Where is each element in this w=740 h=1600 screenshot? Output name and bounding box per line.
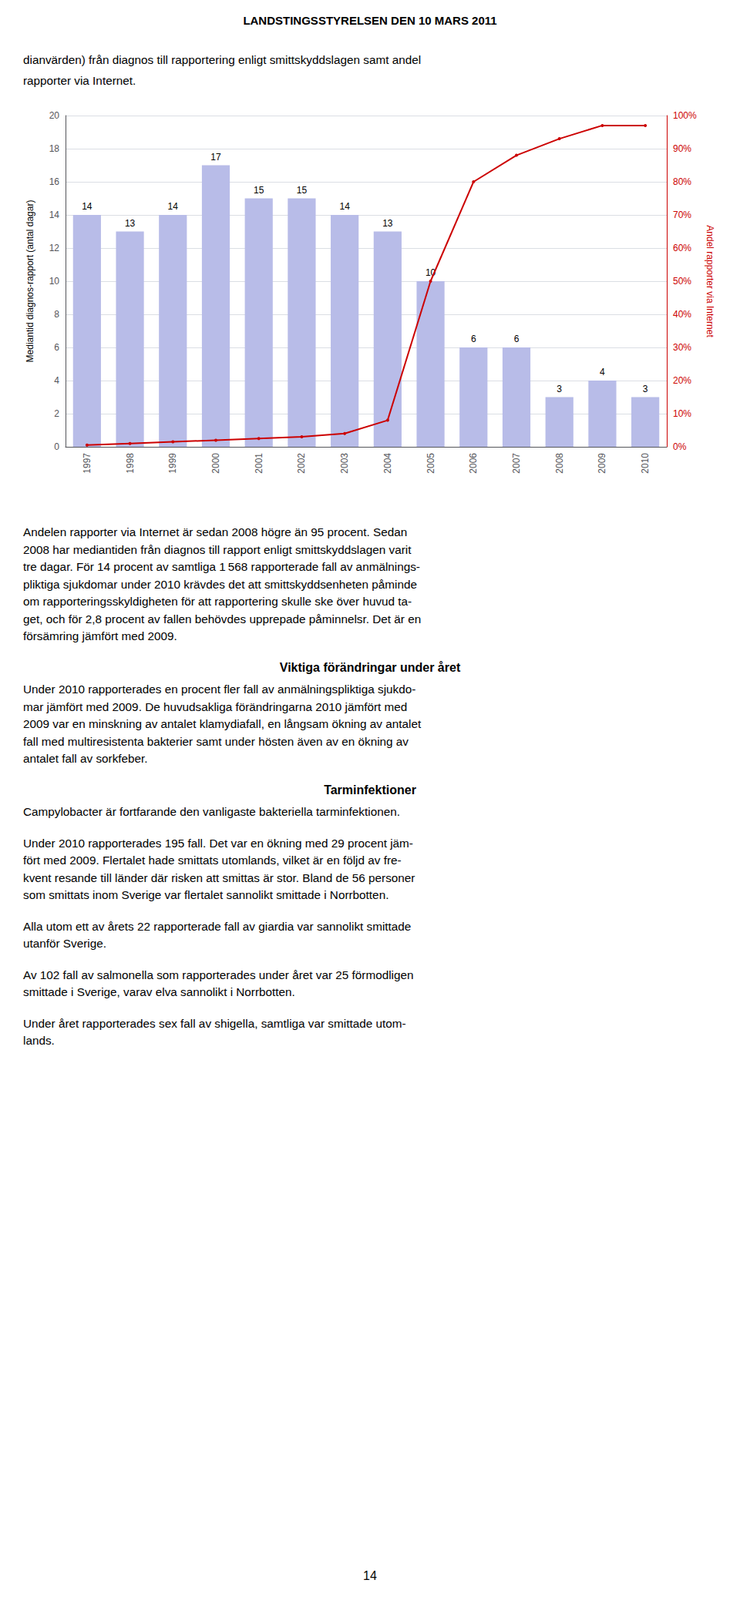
html-text:Under 2010 rapporterades 195 f: Under 2010 rapporterades 195 fall. Det v…: [23, 836, 416, 902]
svg-text:80%: 80%: [672, 176, 692, 188]
svg-text:10: 10: [425, 267, 436, 279]
html-text:dianvärden) från diagnos till: dianvärden) från diagnos till rapporteri…: [23, 53, 421, 88]
svg-text:2004: 2004: [382, 453, 394, 475]
svg-text:30%: 30%: [672, 342, 692, 354]
svg-text:2001: 2001: [253, 453, 265, 475]
html-text:Andelen rapporter via Internet: Andelen rapporter via Internet är sedan …: [23, 525, 422, 643]
svg-text:6: 6: [470, 333, 477, 345]
html-text:14: 14: [363, 1570, 377, 1584]
svg-text:1998: 1998: [124, 453, 136, 475]
svg-text:90%: 90%: [672, 143, 692, 155]
svg-text:20: 20: [49, 110, 61, 122]
svg-text:Mediantid diagnos-rapport (ant: Mediantid diagnos-rapport (antal dagar): [24, 200, 36, 364]
svg-text:0%: 0%: [672, 441, 687, 453]
svg-text:13: 13: [124, 218, 136, 229]
svg-text:3: 3: [642, 383, 649, 395]
svg-text:1997: 1997: [81, 453, 93, 475]
html-text:Alla utom ett av årets 22 rapp: Alla utom ett av årets 22 rapporterade f…: [23, 919, 412, 951]
html-text:Under året rapporterades sex f: Under året rapporterades sex fall av shi…: [23, 1017, 406, 1048]
html-text:Campylobacter är fortfarande d: Campylobacter är fortfarande den vanliga…: [23, 805, 400, 819]
svg-text:2: 2: [53, 408, 60, 420]
html-text:Av 102 fall av salmonella som: Av 102 fall av salmonella som rapportera…: [23, 968, 414, 999]
svg-text:14: 14: [168, 201, 179, 212]
svg-text:14: 14: [339, 201, 350, 212]
svg-text:Andel rapporter via Internet: Andel rapporter via Internet: [704, 225, 716, 338]
svg-text:2006: 2006: [467, 453, 479, 475]
svg-text:70%: 70%: [672, 209, 692, 221]
svg-text:14: 14: [81, 201, 93, 212]
svg-text:4: 4: [53, 375, 60, 387]
html-text:Under 2010 rapporterades en pr: Under 2010 rapporterades en procent fler…: [23, 682, 422, 766]
svg-text:20%: 20%: [672, 375, 692, 387]
svg-text:3: 3: [556, 383, 562, 395]
svg-text:2005: 2005: [425, 453, 437, 475]
svg-text:1999: 1999: [167, 453, 179, 475]
svg-text:40%: 40%: [672, 309, 692, 320]
html-text:LANDSTINGSSTYRELSEN DEN 10 MAR: LANDSTINGSSTYRELSEN DEN 10 MARS 2011: [243, 13, 497, 27]
svg-text:2002: 2002: [296, 453, 307, 475]
svg-text:2003: 2003: [339, 453, 350, 475]
svg-text:14: 14: [49, 209, 61, 221]
html-text:Viktiga förändringar under åre: Viktiga förändringar under året: [279, 660, 461, 675]
svg-text:16: 16: [49, 176, 61, 188]
svg-text:2008: 2008: [554, 453, 566, 475]
svg-text:2009: 2009: [596, 453, 608, 475]
svg-text:15: 15: [296, 185, 308, 196]
svg-text:2007: 2007: [511, 453, 522, 475]
svg-text:100%: 100%: [672, 110, 697, 122]
svg-text:6: 6: [514, 333, 520, 345]
svg-text:2010: 2010: [639, 453, 651, 475]
svg-text:60%: 60%: [672, 242, 692, 254]
svg-text:0: 0: [53, 441, 60, 453]
svg-text:4: 4: [599, 366, 606, 378]
html-text:Tarminfektioner: Tarminfektioner: [323, 783, 417, 797]
svg-text:13: 13: [382, 218, 394, 229]
svg-text:18: 18: [49, 143, 61, 155]
svg-text:10%: 10%: [672, 408, 692, 420]
svg-text:8: 8: [53, 309, 60, 320]
svg-text:17: 17: [210, 151, 222, 163]
svg-text:12: 12: [49, 242, 61, 254]
svg-text:50%: 50%: [672, 275, 692, 287]
svg-text:15: 15: [253, 185, 265, 196]
svg-text:2000: 2000: [210, 453, 222, 475]
svg-text:6: 6: [53, 342, 60, 354]
svg-text:10: 10: [49, 275, 61, 287]
